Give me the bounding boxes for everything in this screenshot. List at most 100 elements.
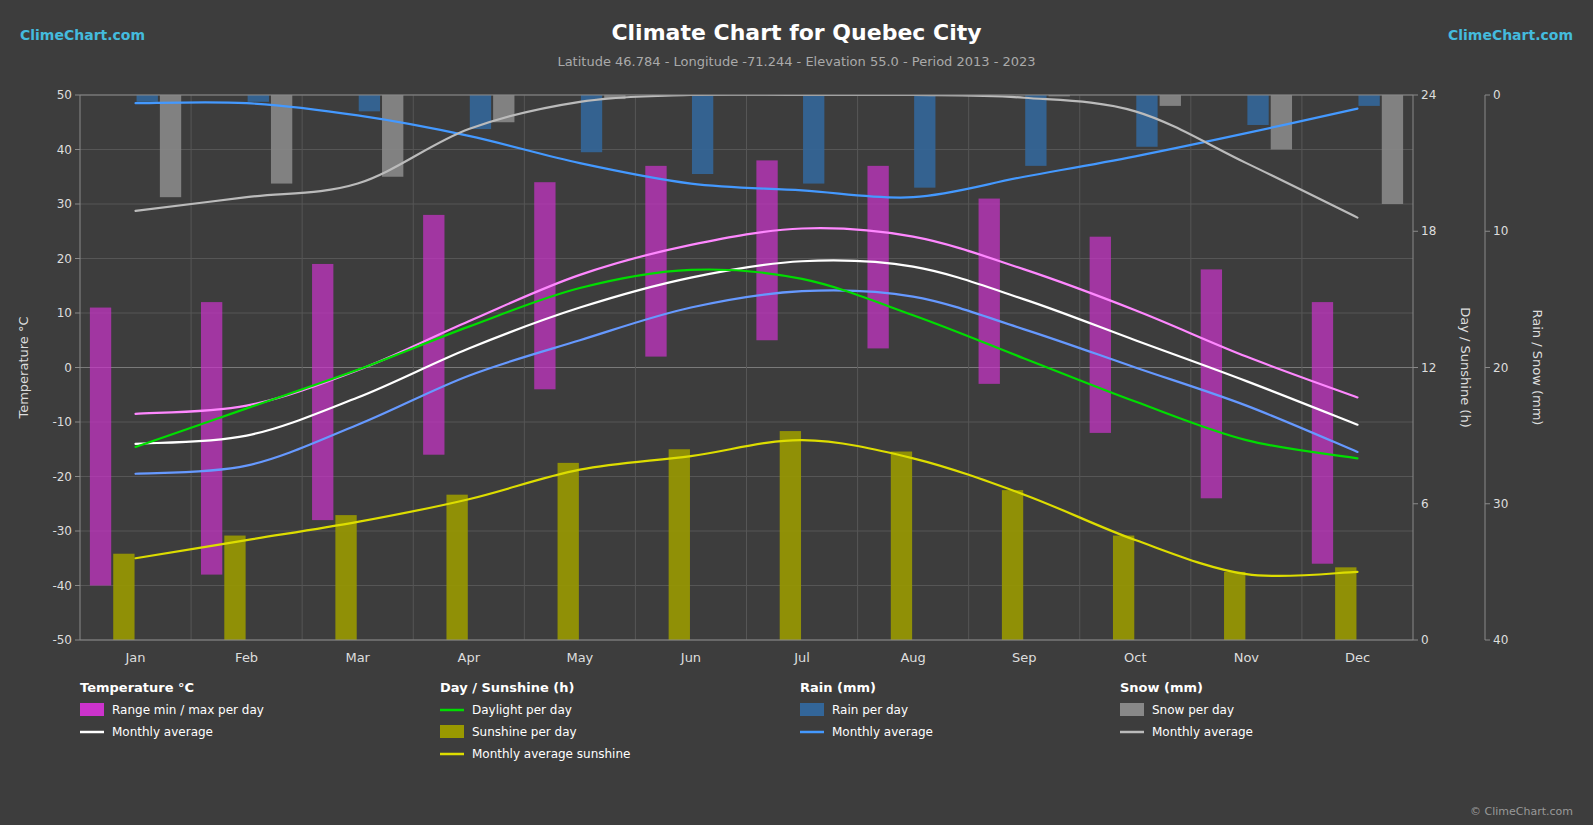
y3-tick-label: 20 (1493, 361, 1508, 375)
bar (1271, 95, 1292, 150)
y-tick (75, 204, 80, 205)
x-tick-label: Jun (680, 650, 701, 665)
bar (581, 95, 602, 152)
legend-group-title: Rain (mm) (800, 680, 876, 695)
bar (1113, 536, 1134, 640)
bar (891, 452, 912, 640)
y3-tick-label: 30 (1493, 497, 1508, 511)
bar (1160, 95, 1181, 106)
y2-tick (1413, 231, 1418, 232)
legend-entry: Monthly average sunshine (472, 747, 630, 761)
y-tick-label: -20 (52, 470, 72, 484)
range-bar (1090, 237, 1111, 433)
x-tick-label: Sep (1012, 650, 1037, 665)
title: Climate Chart for Quebec City (611, 20, 981, 45)
legend-entry: Sunshine per day (472, 725, 577, 739)
month-separator (968, 95, 969, 640)
y2-tick (1413, 503, 1418, 504)
bar (446, 495, 467, 640)
y3-tick-label: 10 (1493, 224, 1508, 238)
line (136, 269, 1358, 458)
month-separator (1190, 95, 1191, 640)
legend-entry: Monthly average (112, 725, 213, 739)
legend-entry: Daylight per day (472, 703, 572, 717)
subtitle: Latitude 46.784 - Longitude -71.244 - El… (557, 54, 1035, 69)
bar (803, 95, 824, 184)
line (136, 95, 1358, 218)
y3-tick (1485, 231, 1490, 232)
bar (1358, 95, 1379, 106)
y-tick (75, 367, 80, 368)
x-tick-label: Mar (345, 650, 370, 665)
month-separator (524, 95, 525, 640)
legend-swatch (440, 753, 464, 756)
bar (1335, 567, 1356, 640)
y-tick-label: -10 (52, 415, 72, 429)
bar (271, 95, 292, 184)
lines (136, 95, 1358, 576)
axes: -50-40-30-20-100102030405006121824010203… (16, 88, 1545, 665)
y-tick-label: -30 (52, 524, 72, 538)
bar (224, 536, 245, 640)
bar (1136, 95, 1157, 147)
grid-line (80, 95, 1413, 96)
data (90, 95, 1403, 640)
y-tick-label: 10 (57, 306, 72, 320)
legend-swatch (1120, 703, 1144, 716)
legend-swatch (80, 703, 104, 716)
month-separator (1079, 95, 1080, 640)
month-separator (857, 95, 858, 640)
grid-line (80, 640, 1413, 641)
y-tick-label: -40 (52, 579, 72, 593)
y2-tick (1413, 95, 1418, 96)
line (136, 228, 1358, 414)
line (136, 102, 1358, 197)
y3-tick (1485, 640, 1490, 641)
x-tick-label: Nov (1234, 650, 1260, 665)
bar (1224, 572, 1245, 640)
legend: Temperature °CRange min / max per dayMon… (80, 680, 1253, 761)
y-tick-label: -50 (52, 633, 72, 647)
x-tick-label: May (566, 650, 593, 665)
x-tick-label: Jan (125, 650, 146, 665)
y-tick-label: 50 (57, 88, 72, 102)
bar (137, 95, 158, 102)
x-tick-label: Oct (1124, 650, 1146, 665)
y-tick (75, 149, 80, 150)
x-tick-label: Aug (900, 650, 925, 665)
y-tick-label: 40 (57, 143, 72, 157)
y2-tick-label: 0 (1421, 633, 1429, 647)
y-tick (75, 585, 80, 586)
y3-tick (1485, 367, 1490, 368)
bar (160, 95, 181, 197)
bar (1002, 490, 1023, 640)
legend-entry: Rain per day (832, 703, 908, 717)
y-axis-title: Temperature °C (16, 316, 31, 419)
x-tick-label: Apr (458, 650, 481, 665)
month-separator (302, 95, 303, 640)
month-separator (1301, 95, 1302, 640)
y3-tick (1485, 95, 1490, 96)
bar (1025, 95, 1046, 166)
month-separator (635, 95, 636, 640)
legend-swatch (440, 709, 464, 712)
y2-tick-label: 6 (1421, 497, 1429, 511)
range-bar (90, 308, 111, 586)
bar-series (113, 431, 1356, 640)
bar (248, 95, 269, 102)
legend-swatch (80, 731, 104, 734)
legend-swatch (1120, 731, 1144, 734)
legend-entry: Snow per day (1152, 703, 1234, 717)
legend-group-title: Snow (mm) (1120, 680, 1203, 695)
bar (335, 515, 356, 640)
y2-axis-title: Day / Sunshine (h) (1458, 307, 1473, 427)
legend-swatch (800, 703, 824, 716)
x-tick-label: Dec (1345, 650, 1370, 665)
y-tick (75, 422, 80, 423)
bar (780, 431, 801, 640)
grid (80, 95, 1413, 640)
range-bar (312, 264, 333, 520)
annotation: © ClimeChart.com (1470, 805, 1573, 818)
legend-group-title: Temperature °C (80, 680, 194, 695)
bar-series (90, 160, 1333, 585)
